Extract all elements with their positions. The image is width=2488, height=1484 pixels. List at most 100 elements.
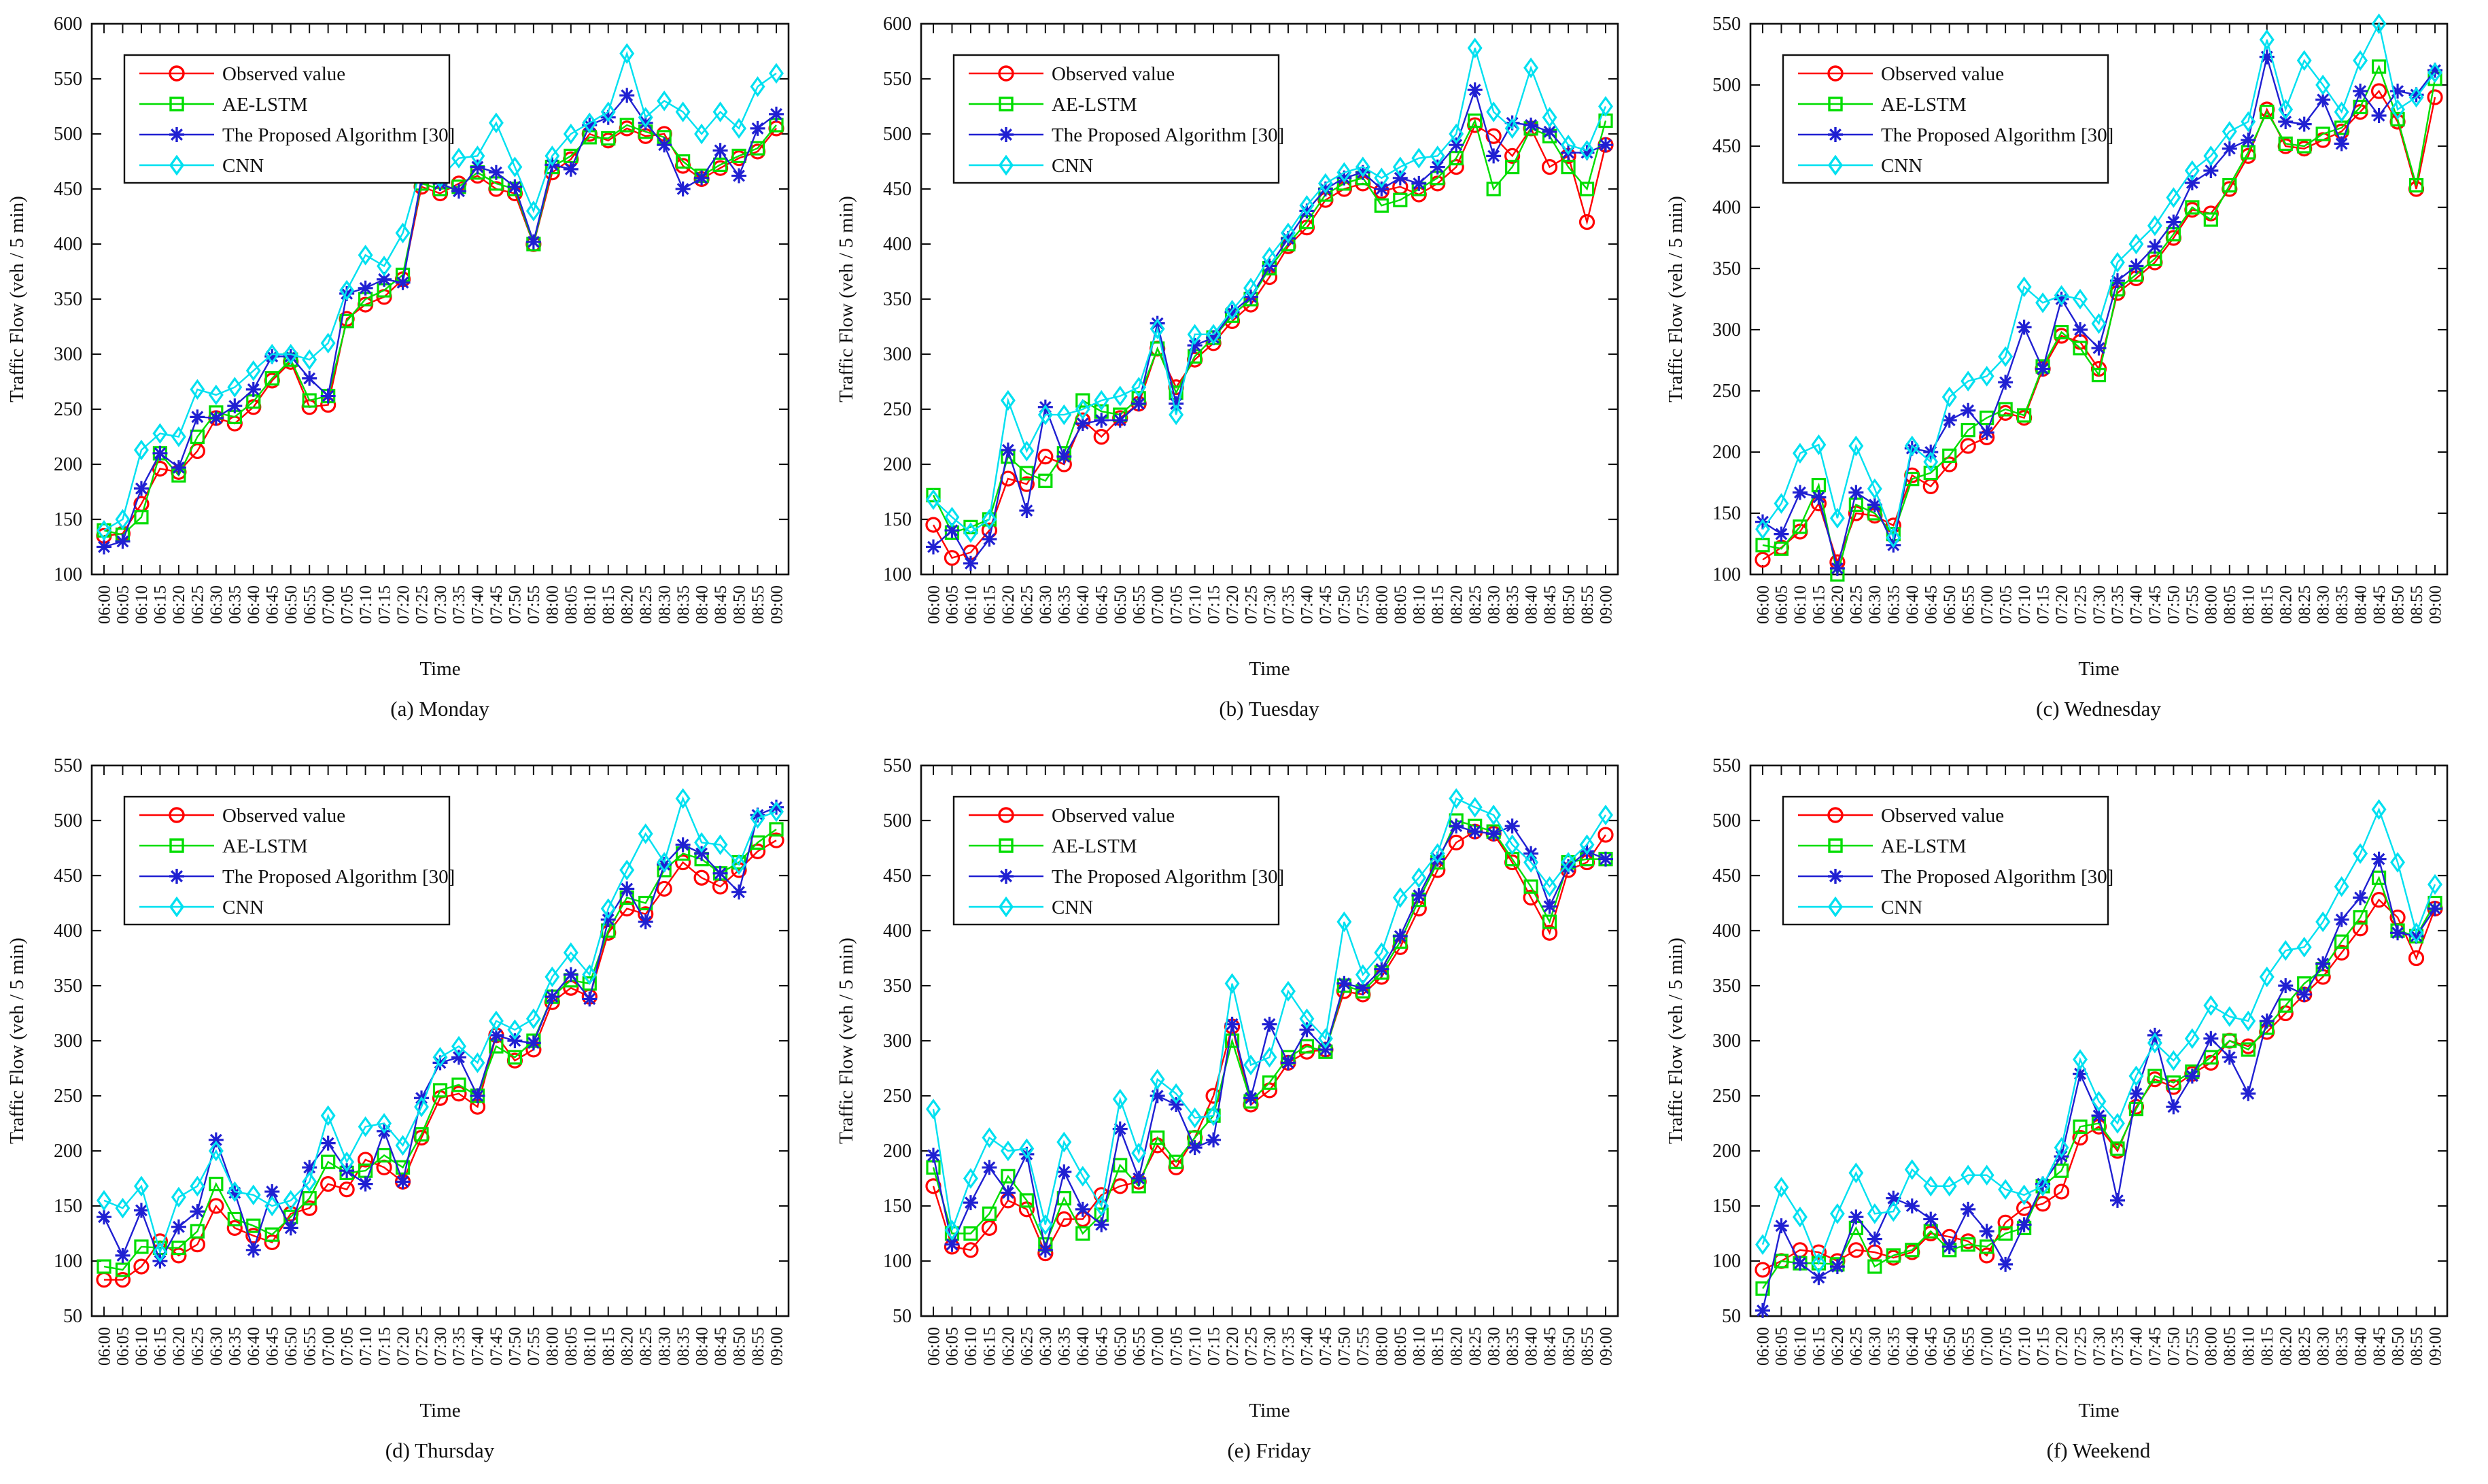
x-tick-label: 07:25 — [413, 585, 431, 624]
x-tick-label: 08:10 — [2240, 585, 2258, 624]
y-axis: 50 100 150 200 250 300 350 400 450 500 550 — [1712, 755, 2447, 1327]
y-tick-label: 250 — [883, 399, 912, 420]
legend-item-observed-value: Observed value — [139, 805, 345, 827]
y-tick-label: 500 — [883, 124, 912, 145]
x-tick-label: 07:30 — [432, 585, 450, 624]
x-tick-label: 07:50 — [2165, 585, 2183, 624]
y-tick-label: 350 — [1712, 976, 1741, 997]
x-tick-label: 06:40 — [1074, 585, 1092, 624]
panel-friday: 50 100 150 200 250 300 350 400 450 500 550 06:00 06:… — [829, 742, 1659, 1483]
y-tick-label: 400 — [54, 920, 82, 942]
x-tick-label: 07:35 — [1279, 585, 1298, 624]
legend: Observed value AE-LSTM The Proposed Algori… — [952, 795, 1284, 926]
x-tick-label: 07:05 — [1167, 585, 1186, 624]
x-tick-label: 07:50 — [1336, 585, 1354, 624]
legend-label: The Proposed Algorithm [30] — [1052, 866, 1284, 888]
y-tick-label: 150 — [1712, 503, 1741, 524]
x-axis-title: Time — [1249, 1400, 1290, 1421]
x-tick-label: 07:00 — [319, 1327, 338, 1366]
legend-item-observed-value: Observed value — [1798, 805, 2004, 827]
y-tick-label: 400 — [883, 920, 912, 942]
x-tick-label: 06:40 — [245, 585, 263, 624]
x-axis: 06:00 06:05 06:10 06:15 06:20 06:25 06:30 06:35… — [95, 765, 786, 1366]
x-tick-label: 06:10 — [962, 1327, 980, 1366]
series-markers — [1755, 799, 2442, 1274]
x-tick-label: 09:00 — [2426, 1327, 2444, 1366]
x-tick-label: 06:40 — [1903, 585, 1922, 624]
y-tick-label: 100 — [1712, 1251, 1741, 1272]
x-axis: 06:00 06:05 06:10 06:15 06:20 06:25 06:30 06:35… — [1754, 24, 2444, 624]
legend-item-ae-lstm: AE-LSTM — [1798, 94, 1967, 116]
x-tick-label: 07:50 — [506, 1327, 525, 1366]
x-tick-label: 06:05 — [944, 1327, 962, 1366]
series-line — [933, 48, 1607, 534]
legend-label: The Proposed Algorithm [30] — [1052, 124, 1284, 146]
legend-label: CNN — [1052, 897, 1093, 918]
x-tick-label: 07:40 — [1298, 585, 1317, 624]
x-tick-label: 07:50 — [2165, 1327, 2183, 1366]
x-tick-label: 06:55 — [1959, 1327, 1977, 1366]
x-tick-label: 08:45 — [2370, 1327, 2389, 1366]
series-markers — [926, 37, 1613, 543]
x-tick-label: 06:05 — [1773, 585, 1791, 624]
legend-item-the-proposed-algorithm-30: The Proposed Algorithm [30] — [969, 124, 1284, 146]
x-tick-label: 06:00 — [95, 585, 114, 624]
legend-label: CNN — [222, 897, 264, 918]
x-tick-label: 08:00 — [2202, 585, 2221, 624]
x-tick-label: 06:35 — [1056, 585, 1074, 624]
y-tick-label: 200 — [883, 454, 912, 475]
x-tick-label: 08:10 — [1411, 585, 1429, 624]
x-tick-label: 06:00 — [1754, 585, 1772, 624]
chart-wednesday: 100 150 200 250 300 350 400 450 500 550 06:00 06:05… — [1665, 13, 2449, 680]
legend-item-cnn: CNN — [139, 154, 264, 177]
y-tick-label: 450 — [1712, 865, 1741, 886]
y-tick-label: 100 — [1712, 564, 1741, 585]
x-tick-label: 06:45 — [264, 585, 282, 624]
x-tick-label: 08:05 — [2221, 1327, 2239, 1366]
x-axis: 06:00 06:05 06:10 06:15 06:20 06:25 06:30 06:35… — [95, 24, 786, 624]
x-tick-label: 06:45 — [264, 1327, 282, 1366]
x-tick-label: 08:05 — [2221, 585, 2239, 624]
x-tick-label: 08:30 — [2314, 585, 2332, 624]
legend-item-the-proposed-algorithm-30: The Proposed Algorithm [30] — [139, 124, 455, 146]
x-tick-label: 08:35 — [674, 1327, 693, 1366]
series-line — [932, 797, 1607, 1231]
series-line — [104, 840, 777, 1281]
x-tick-label: 08:40 — [2351, 585, 2370, 624]
y-axis-title: Traffic Flow (veh / 5 min) — [1665, 196, 1687, 402]
x-tick-label: 07:15 — [2034, 585, 2052, 624]
x-tick-label: 08:15 — [1429, 585, 1447, 624]
series-line — [1761, 807, 2436, 1266]
x-tick-label: 08:25 — [637, 1327, 655, 1366]
x-tick-label: 06:00 — [925, 585, 943, 624]
y-tick-label: 350 — [54, 976, 82, 997]
x-tick-label: 08:35 — [2333, 585, 2351, 624]
x-tick-label: 08:10 — [581, 1327, 600, 1366]
y-tick-label: 250 — [1712, 1086, 1741, 1107]
x-tick-label: 09:00 — [1597, 1327, 1615, 1366]
y-tick-label: 150 — [1712, 1196, 1741, 1217]
x-tick-label: 07:10 — [2016, 1327, 2034, 1366]
x-tick-label: 06:45 — [1093, 585, 1111, 624]
y-tick-label: 400 — [54, 234, 82, 255]
x-tick-label: 09:00 — [1597, 585, 1615, 624]
legend-label: AE-LSTM — [1881, 835, 1967, 857]
x-tick-label: 07:35 — [450, 1327, 468, 1366]
legend-label: Observed value — [1052, 63, 1175, 85]
series-cnn — [1755, 799, 2442, 1274]
y-axis-title: Traffic Flow (veh / 5 min) — [6, 937, 28, 1144]
x-tick-label: 08:55 — [749, 1327, 767, 1366]
legend: Observed value AE-LSTM The Proposed Algori… — [123, 54, 455, 184]
y-axis-title: Traffic Flow (veh / 5 min) — [1665, 937, 1687, 1144]
x-tick-label: 08:30 — [1485, 585, 1503, 624]
panel-tuesday: 100 150 200 250 300 350 400 450 500 550 600 06:00 06… — [829, 0, 1659, 742]
x-tick-label: 08:45 — [712, 1327, 730, 1366]
x-tick-label: 07:35 — [450, 585, 468, 624]
x-tick-label: 08:20 — [1447, 585, 1466, 624]
series-markers — [1755, 13, 2442, 549]
x-tick-label: 06:15 — [152, 585, 170, 624]
legend-box — [952, 54, 1280, 184]
